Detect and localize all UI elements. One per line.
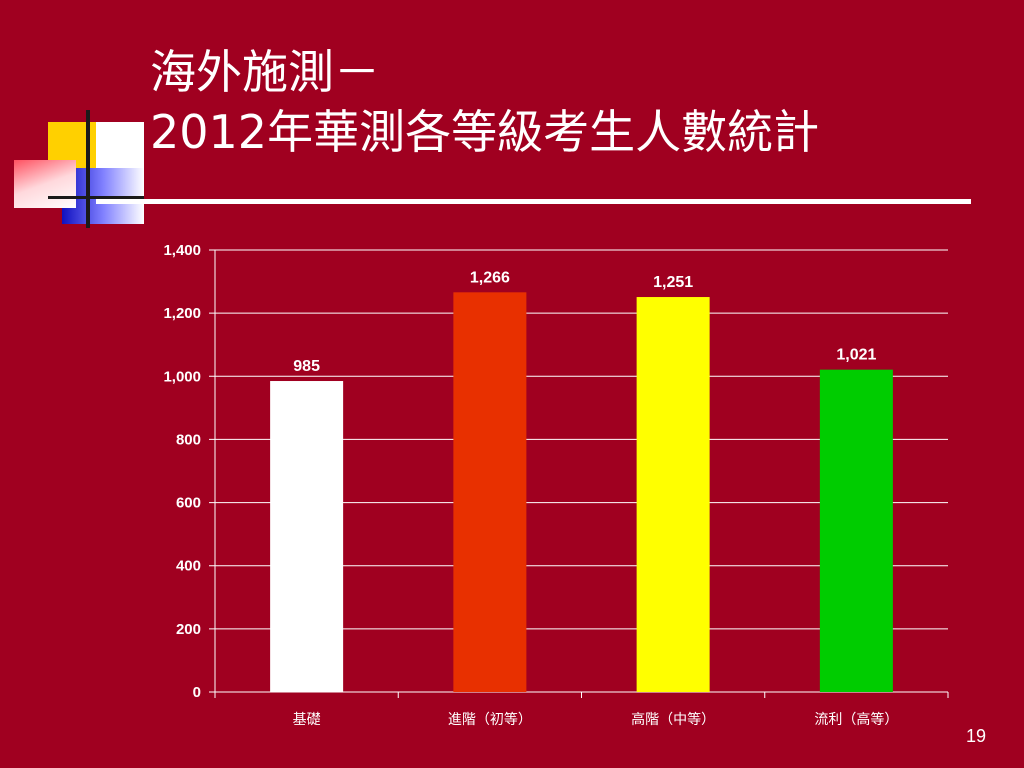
y-tick-label: 1,200 xyxy=(163,305,201,322)
data-label: 1,266 xyxy=(470,269,510,286)
x-tick-label: 高階（中等） xyxy=(631,711,715,728)
y-tick-label: 800 xyxy=(176,431,201,448)
cross-vertical-line xyxy=(86,110,90,228)
x-tick-label: 流利（高等） xyxy=(814,711,898,728)
data-label: 1,251 xyxy=(653,274,693,291)
title-underline xyxy=(96,199,971,204)
data-label: 1,021 xyxy=(836,347,876,364)
pink-square xyxy=(14,160,76,208)
data-label: 985 xyxy=(293,358,320,375)
y-tick-label: 400 xyxy=(176,558,201,575)
title-line-1: 海外施測－ xyxy=(150,45,380,99)
y-tick-label: 0 xyxy=(193,684,201,701)
bar xyxy=(819,369,893,692)
y-tick-label: 1,400 xyxy=(163,242,201,259)
y-tick-label: 200 xyxy=(176,621,201,638)
title-line-2: 2012年華測各等級考生人數統計 xyxy=(150,105,820,159)
x-tick-label: 進階（初等） xyxy=(448,711,532,728)
slide-title: 海外施測－ 2012年華測各等級考生人數統計 xyxy=(150,42,819,162)
bar xyxy=(270,381,344,692)
x-tick-label: 基礎 xyxy=(293,711,321,728)
y-tick-label: 600 xyxy=(176,495,201,512)
bar xyxy=(453,292,527,692)
white-square xyxy=(96,122,144,170)
bar xyxy=(636,297,710,692)
page-number: 19 xyxy=(966,726,987,746)
cross-horizontal-line xyxy=(48,196,144,199)
y-tick-label: 1,000 xyxy=(163,368,201,385)
